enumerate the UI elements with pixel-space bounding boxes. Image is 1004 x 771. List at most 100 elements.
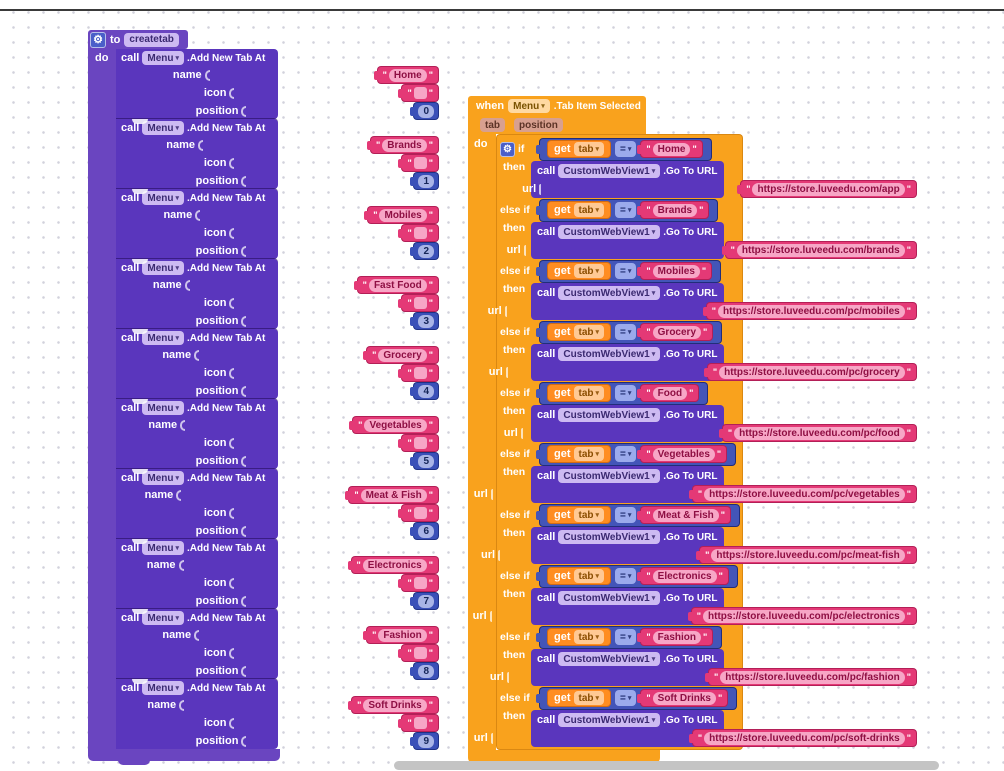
if-branch[interactable]: else if get tab ▾ = ▾ " Brands " xyxy=(497,198,917,259)
get-variable-block[interactable]: get tab ▾ xyxy=(547,689,612,707)
horizontal-scrollbar[interactable] xyxy=(394,761,939,770)
icon-glyph-chip[interactable] xyxy=(413,157,427,169)
tab-position-number-block[interactable]: 0 xyxy=(410,102,439,120)
webview-goto-url-call-block[interactable]: call CustomWebView1 ▾ .Go To URL url " ht… xyxy=(522,161,917,198)
icon-glyph-chip[interactable] xyxy=(413,87,427,99)
condition-tab-value[interactable]: Home xyxy=(652,142,691,156)
tab-icon-text-block[interactable]: " " xyxy=(398,644,439,662)
condition-text-block[interactable]: " Mobiles " xyxy=(637,262,713,280)
variable-dropdown[interactable]: tab ▾ xyxy=(573,386,605,400)
icon-glyph-chip[interactable] xyxy=(413,367,427,379)
get-variable-block[interactable]: get tab ▾ xyxy=(547,384,612,402)
if-branch[interactable]: else if get tab ▾ = ▾ " Food " xyxy=(497,381,917,442)
tab-name-text-block[interactable]: " Mobiles " xyxy=(364,206,439,224)
menu-component-dropdown[interactable]: Menu ▾ xyxy=(142,471,184,485)
event-component-dropdown[interactable]: Menu ▾ xyxy=(508,99,550,113)
condition-tab-value[interactable]: Brands xyxy=(652,203,698,217)
param-chip-tab[interactable]: tab xyxy=(480,118,505,132)
icon-glyph-chip[interactable] xyxy=(413,297,427,309)
webview-component-dropdown[interactable]: CustomWebView1 ▾ xyxy=(558,286,661,300)
operator-dropdown[interactable]: = ▾ xyxy=(615,690,637,706)
variable-dropdown[interactable]: tab ▾ xyxy=(573,508,605,522)
condition-tab-value[interactable]: Grocery xyxy=(652,325,702,339)
tab-name-value[interactable]: Electronics xyxy=(362,558,427,572)
tab-name-text-block[interactable]: " Electronics " xyxy=(347,556,439,574)
operator-dropdown[interactable]: = ▾ xyxy=(615,202,637,218)
condition-tab-value[interactable]: Soft Drinks xyxy=(652,691,716,705)
procedure-header[interactable]: ⚙ to createtab xyxy=(88,30,188,49)
menu-component-dropdown[interactable]: Menu ▾ xyxy=(142,261,184,275)
webview-component-dropdown[interactable]: CustomWebView1 ▾ xyxy=(558,408,661,422)
tab-icon-text-block[interactable]: " " xyxy=(398,504,439,522)
equals-logic-block[interactable]: get tab ▾ = ▾ " Food " xyxy=(535,381,709,405)
tab-name-text-block[interactable]: " Brands " xyxy=(366,136,439,154)
tab-position-number-block[interactable]: 5 xyxy=(410,452,439,470)
menu-component-dropdown[interactable]: Menu ▾ xyxy=(142,121,184,135)
equals-logic-block[interactable]: get tab ▾ = ▾ " Electronics " xyxy=(536,564,738,588)
variable-dropdown[interactable]: tab ▾ xyxy=(573,691,605,705)
url-value[interactable]: https://store.luveedu.com/brands xyxy=(736,243,905,257)
menu-component-dropdown[interactable]: Menu ▾ xyxy=(142,401,184,415)
tab-position-value[interactable]: 9 xyxy=(418,734,434,748)
url-value[interactable]: https://store.luveedu.com/pc/mobiles xyxy=(718,304,905,318)
tab-name-text-block[interactable]: " Vegetables " xyxy=(349,416,439,434)
url-text-block[interactable]: " https://store.luveedu.com/pc/fashion " xyxy=(704,668,917,686)
condition-tab-value[interactable]: Food xyxy=(652,386,688,400)
tab-name-value[interactable]: Home xyxy=(388,68,427,82)
url-value[interactable]: https://store.luveedu.com/pc/fashion xyxy=(720,670,905,684)
menu-add-tab-call-block[interactable]: call Menu ▾ .Add New Tab At name " Vegeta… xyxy=(116,399,439,470)
url-text-block[interactable]: " https://store.luveedu.com/pc/food " xyxy=(718,424,917,442)
condition-text-block[interactable]: " Fashion " xyxy=(637,628,714,646)
equals-logic-block[interactable]: get tab ▾ = ▾ " Brands " xyxy=(535,198,719,222)
webview-component-dropdown[interactable]: CustomWebView1 ▾ xyxy=(558,713,661,727)
tab-position-value[interactable]: 2 xyxy=(418,244,434,258)
variable-dropdown[interactable]: tab ▾ xyxy=(573,630,605,644)
icon-glyph-chip[interactable] xyxy=(413,437,427,449)
webview-component-dropdown[interactable]: CustomWebView1 ▾ xyxy=(558,652,661,666)
condition-tab-value[interactable]: Electronics xyxy=(652,569,717,583)
icon-glyph-chip[interactable] xyxy=(413,647,427,659)
if-branch[interactable]: ⚙ if get tab ▾ = ▾ " Home " xyxy=(497,137,917,198)
icon-glyph-chip[interactable] xyxy=(413,577,427,589)
webview-goto-url-call-block[interactable]: call CustomWebView1 ▾ .Go To URL url " ht… xyxy=(481,527,917,564)
webview-goto-url-call-block[interactable]: call CustomWebView1 ▾ .Go To URL url " ht… xyxy=(490,649,917,686)
menu-component-dropdown[interactable]: Menu ▾ xyxy=(142,681,184,695)
url-value[interactable]: https://store.luveedu.com/pc/electronics xyxy=(703,609,905,623)
url-value[interactable]: https://store.luveedu.com/app xyxy=(752,182,905,196)
procedure-block-createtab[interactable]: ⚙ to createtab do call Menu ▾ .Add New Ta… xyxy=(88,30,439,765)
variable-dropdown[interactable]: tab ▾ xyxy=(573,569,605,583)
tab-icon-text-block[interactable]: " " xyxy=(398,574,439,592)
menu-component-dropdown[interactable]: Menu ▾ xyxy=(142,331,184,345)
tab-icon-text-block[interactable]: " " xyxy=(398,364,439,382)
tab-icon-text-block[interactable]: " " xyxy=(398,154,439,172)
menu-component-dropdown[interactable]: Menu ▾ xyxy=(142,541,184,555)
equals-logic-block[interactable]: get tab ▾ = ▾ " Mobiles " xyxy=(535,259,722,283)
webview-goto-url-call-block[interactable]: call CustomWebView1 ▾ .Go To URL url " ht… xyxy=(474,466,917,503)
variable-dropdown[interactable]: tab ▾ xyxy=(573,142,605,156)
event-header[interactable]: when Menu ▾ .Tab Item Selected xyxy=(468,96,646,116)
condition-tab-value[interactable]: Fashion xyxy=(652,630,701,644)
webview-component-dropdown[interactable]: CustomWebView1 ▾ xyxy=(558,530,661,544)
tab-position-number-block[interactable]: 4 xyxy=(410,382,439,400)
equals-logic-block[interactable]: get tab ▾ = ▾ " Home " xyxy=(536,137,712,161)
operator-dropdown[interactable]: = ▾ xyxy=(615,446,637,462)
variable-dropdown[interactable]: tab ▾ xyxy=(573,203,605,217)
url-text-block[interactable]: " https://store.luveedu.com/pc/meat-fish… xyxy=(696,546,917,564)
operator-dropdown[interactable]: = ▾ xyxy=(615,141,637,157)
tab-name-text-block[interactable]: " Meat & Fish " xyxy=(345,486,439,504)
webview-component-dropdown[interactable]: CustomWebView1 ▾ xyxy=(558,591,661,605)
webview-component-dropdown[interactable]: CustomWebView1 ▾ xyxy=(558,347,661,361)
param-chip-position[interactable]: position xyxy=(514,118,563,132)
tab-name-text-block[interactable]: " Grocery " xyxy=(363,346,439,364)
tab-icon-text-block[interactable]: " " xyxy=(398,84,439,102)
tab-name-value[interactable]: Fast Food xyxy=(368,278,427,292)
tab-name-value[interactable]: Fashion xyxy=(378,628,427,642)
webview-goto-url-call-block[interactable]: call CustomWebView1 ▾ .Go To URL url " ht… xyxy=(488,283,917,320)
tab-position-value[interactable]: 7 xyxy=(418,594,434,608)
operator-dropdown[interactable]: = ▾ xyxy=(615,263,637,279)
mutator-gear-icon[interactable]: ⚙ xyxy=(90,31,106,48)
menu-add-tab-call-block[interactable]: call Menu ▾ .Add New Tab At name " Home "… xyxy=(116,49,439,120)
url-value[interactable]: https://store.luveedu.com/pc/meat-fish xyxy=(711,548,905,562)
url-text-block[interactable]: " https://store.luveedu.com/pc/vegetable… xyxy=(688,485,917,503)
